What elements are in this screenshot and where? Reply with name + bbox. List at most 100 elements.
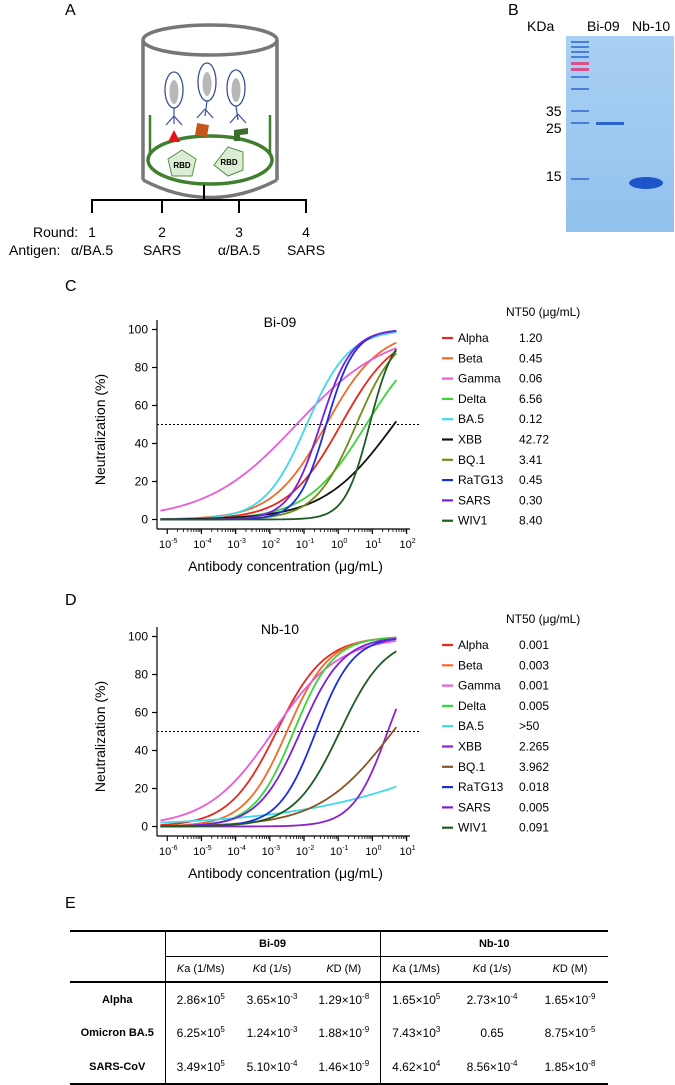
group-header-nb10: Nb-10 [380, 931, 608, 957]
curve-wiv1-c0 [160, 348, 398, 521]
legend-item-ratg13-c0: RaTG13 0.45 [442, 473, 543, 487]
legend-name-xbb: XBB [458, 433, 482, 447]
table-cell: 3.49×105 [176, 1058, 225, 1074]
binding-kinetics-table: Bi-09 Nb-10 Ka (1/Ms) Kd (1/s) KD (M) Ka (1… [70, 930, 608, 1085]
curve-bq-1-c0 [160, 352, 397, 521]
chart-title-c0: Bi-09 [264, 314, 297, 330]
table-cell: 1.46×10-9 [308, 1050, 381, 1084]
legend-item-sars-c1: SARS 0.005 [442, 800, 549, 814]
legend-name-sars: SARS [458, 493, 491, 507]
protein-ladder [571, 41, 589, 180]
rbd-antigen-2: RBD [213, 146, 244, 177]
round-antigen-3: α/BA.5 [217, 242, 261, 258]
y-tick-label-40: 40 [135, 744, 149, 758]
legend-nt50-sars: 0.005 [519, 800, 549, 814]
y-tick-label-80: 80 [135, 668, 149, 682]
neutralization-chart-nb10: Nb-10 0 20 40 60 80 100 10-6 10-5 10-4 10-3 10-2 10-… [92, 621, 420, 881]
legend-name-wiv1: WIV1 [458, 514, 488, 528]
legend-nt50-sars: 0.30 [519, 493, 543, 507]
round-header: Round: [33, 224, 79, 240]
legend-name-delta: Delta [458, 392, 486, 406]
curve-ratg13-c1 [160, 638, 397, 828]
legend-item-wiv1-c0: WIV1 8.40 [442, 514, 543, 528]
legend-item-gamma-c1: Gamma 0.001 [442, 679, 549, 693]
legend-item-gamma-c0: Gamma 0.06 [442, 372, 543, 386]
panel-b-letter: B [508, 2, 519, 19]
legend-item-ba-5-c0: BA.5 0.12 [442, 412, 543, 426]
legend-nt50-beta: 0.45 [519, 351, 543, 365]
legend-nt50-wiv1: 8.40 [519, 514, 543, 528]
x-tick-label-0: 100 [365, 845, 381, 858]
legend-nt50-delta: 6.56 [519, 392, 543, 406]
lane-label-nb10: Nb-10 [632, 18, 671, 34]
legend-name-sars: SARS [458, 800, 491, 814]
col-header-6: KD (M) [552, 963, 588, 975]
table-cell: 0.65 [480, 1026, 504, 1040]
curve-gamma-c0 [160, 347, 397, 512]
legend-name-ratg13: RaTG13 [458, 473, 504, 487]
x-tick-label--2: 10-2 [262, 538, 281, 551]
col-header-2: Kd (1/s) [252, 963, 292, 975]
legend-nb10: NT50 (μg/mL) Alpha 0.001 Beta 0.003 Gamma 0.00… [442, 612, 580, 835]
panel-d-letter: D [65, 592, 77, 609]
curve-beta-c0 [160, 341, 397, 520]
phage-icon-2 [195, 62, 217, 137]
coated-plate-surface [146, 134, 274, 186]
curve-sars-c1 [160, 637, 397, 828]
legend-item-bq-1-c1: BQ.1 3.962 [442, 760, 549, 774]
band-bi09 [596, 122, 624, 125]
band-nb10 [629, 177, 663, 189]
table-cell: 1.24×10-3 [246, 1025, 298, 1041]
legend-item-alpha-c1: Alpha 0.001 [442, 638, 549, 652]
legend-item-xbb-c0: XBB 42.72 [442, 433, 549, 447]
y-tick-label-80: 80 [135, 361, 149, 375]
legend-header-c0: NT50 (μg/mL) [506, 305, 580, 319]
legend-nt50-ratg13: 0.45 [519, 473, 543, 487]
x-tick-label--1: 10-1 [296, 538, 315, 551]
antigen-header: Antigen: [9, 242, 61, 258]
legend-item-alpha-c0: Alpha 1.20 [442, 331, 543, 345]
legend-name-ba-5: BA.5 [458, 719, 484, 733]
table-cell: 7.43×103 [392, 1025, 441, 1041]
legend-name-beta: Beta [458, 658, 483, 672]
y-tick-label-20: 20 [135, 475, 149, 489]
x-tick-label--3: 10-3 [227, 538, 246, 551]
table-cell: 2.73×10-4 [466, 991, 518, 1007]
legend-item-ratg13-c1: RaTG13 0.018 [442, 780, 549, 794]
legend-name-alpha: Alpha [458, 638, 489, 652]
legend-nt50-ba-5: 0.12 [519, 412, 543, 426]
y-tick-label-0: 0 [141, 513, 148, 527]
table-cell: 4.62×104 [392, 1058, 441, 1074]
y-tick-label-100: 100 [128, 630, 148, 644]
tag-red-triangle [168, 130, 180, 142]
table-row: Alpha 2.86×105 3.65×10-3 1.29×10-8 1.65×105 2… [70, 982, 608, 1016]
legend-nt50-bq-1: 3.41 [519, 453, 543, 467]
x-tick-label--4: 10-4 [227, 845, 246, 858]
x-tick-label-2: 102 [400, 538, 416, 551]
col-header-1: Ka (1/Ms) [176, 963, 225, 975]
legend-name-alpha: Alpha [458, 331, 489, 345]
legend-nt50-wiv1: 0.091 [519, 821, 549, 835]
legend-name-gamma: Gamma [458, 372, 501, 386]
table-cell: 1.65×10-9 [544, 991, 596, 1007]
y-axis-label-c0: Neutralization (%) [92, 374, 108, 485]
legend-bi09: NT50 (μg/mL) Alpha 1.20 Beta 0.45 Gamma 0.06 De… [442, 305, 580, 528]
table-cell: 8.56×10-4 [466, 1058, 518, 1074]
round-number-1: 1 [88, 224, 96, 240]
kda-label: KDa [527, 18, 555, 34]
table-cell: 1.85×10-8 [544, 1058, 596, 1074]
legend-name-bq-1: BQ.1 [458, 760, 486, 774]
panel-e-letter: E [65, 895, 76, 912]
table-cell: 6.25×105 [176, 1025, 225, 1041]
legend-nt50-gamma: 0.06 [519, 372, 543, 386]
round-number-2: 2 [158, 224, 166, 240]
table-header-row: Ka (1/Ms) Kd (1/s) KD (M) Ka (1/Ms) Kd (1/s)… [70, 956, 608, 982]
tag-green-shape [234, 128, 248, 141]
curve-wiv1-c1 [160, 650, 397, 828]
row-label: Omicron BA.5 [70, 1016, 166, 1050]
legend-nt50-bq-1: 3.962 [519, 760, 549, 774]
legend-item-delta-c1: Delta 0.005 [442, 699, 549, 713]
marker-25: 25 [546, 120, 562, 136]
legend-name-ba-5: BA.5 [458, 412, 484, 426]
round-number-4: 4 [302, 224, 310, 240]
